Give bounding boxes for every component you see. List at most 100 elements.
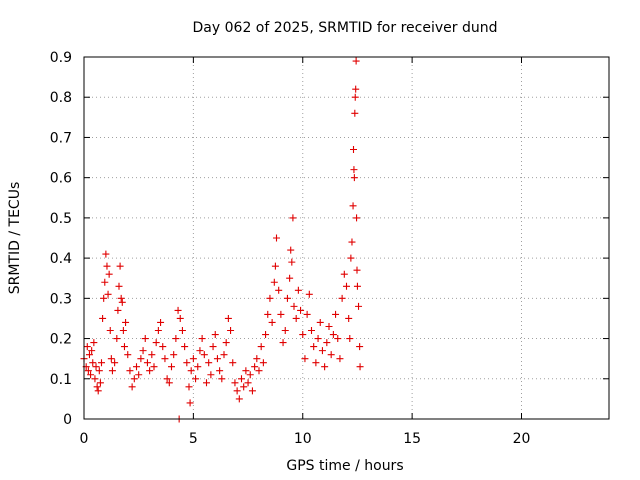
- data-point: [305, 290, 313, 298]
- data-point: [332, 310, 340, 318]
- data-point: [87, 371, 95, 379]
- data-point: [84, 367, 92, 375]
- data-point: [350, 166, 358, 174]
- data-point: [196, 347, 204, 355]
- data-point: [93, 383, 101, 391]
- data-point: [207, 371, 215, 379]
- y-tick-label: 0: [63, 412, 72, 428]
- data-point: [266, 294, 274, 302]
- data-point: [352, 85, 360, 93]
- data-point: [99, 314, 107, 322]
- data-point: [356, 363, 364, 371]
- data-point: [187, 367, 195, 375]
- data-point: [133, 363, 140, 371]
- data-point: [161, 355, 169, 363]
- data-point: [116, 262, 124, 270]
- data-point: [213, 355, 221, 363]
- x-tick-label: 10: [294, 431, 312, 447]
- data-point: [290, 302, 298, 310]
- data-point: [327, 351, 335, 359]
- data-point: [152, 339, 160, 347]
- y-tick-label: 0.4: [50, 251, 72, 267]
- data-point: [343, 282, 350, 290]
- data-point: [114, 306, 122, 314]
- data-point: [143, 359, 151, 367]
- data-point: [321, 363, 329, 371]
- data-point: [292, 314, 300, 322]
- data-point: [262, 331, 270, 339]
- data-point: [183, 359, 191, 367]
- data-points: [80, 57, 364, 423]
- data-point: [257, 343, 265, 351]
- data-point: [91, 375, 99, 383]
- data-point: [218, 375, 226, 383]
- data-point: [135, 371, 143, 379]
- data-point: [141, 335, 149, 343]
- data-point: [340, 270, 348, 278]
- data-point: [192, 375, 200, 383]
- data-point: [174, 306, 182, 314]
- data-point: [347, 254, 355, 262]
- data-point: [353, 282, 361, 290]
- data-point: [329, 331, 337, 339]
- data-point: [325, 322, 333, 330]
- data-point: [349, 202, 357, 210]
- data-point: [316, 318, 324, 326]
- data-point: [350, 174, 358, 182]
- y-tick-label: 0.7: [50, 130, 72, 146]
- data-point: [297, 306, 305, 314]
- data-point: [312, 359, 320, 367]
- data-point: [346, 335, 354, 343]
- data-point: [275, 286, 283, 294]
- data-point: [318, 347, 326, 355]
- data-point: [126, 367, 134, 375]
- data-point: [203, 379, 210, 387]
- data-point: [310, 343, 318, 351]
- data-point: [154, 327, 162, 335]
- data-point: [83, 343, 91, 351]
- data-point: [336, 355, 344, 363]
- data-point: [220, 351, 228, 359]
- data-point: [351, 93, 359, 101]
- data-point: [353, 214, 361, 222]
- data-point: [268, 318, 276, 326]
- data-point: [338, 294, 346, 302]
- data-point: [273, 234, 280, 242]
- data-point: [103, 262, 111, 270]
- data-point: [231, 379, 239, 387]
- data-point: [271, 262, 279, 270]
- data-point: [88, 347, 96, 355]
- data-point: [101, 278, 109, 286]
- axis-ticks: 0 0.1 0.2 0.3 0.4 0.5 0.6 0.7 0.8 0.9 0 5 10 15 20: [50, 50, 609, 447]
- data-point: [259, 359, 267, 367]
- data-point: [348, 238, 356, 246]
- data-point: [264, 310, 272, 318]
- plot-frame: [83, 56, 610, 420]
- y-tick-label: 0.3: [50, 291, 72, 307]
- data-point: [205, 359, 213, 367]
- data-point: [139, 347, 147, 355]
- data-point: [286, 274, 294, 282]
- data-point: [159, 343, 167, 351]
- x-axis-label: GPS time / hours: [286, 458, 403, 474]
- data-point: [255, 367, 263, 375]
- x-tick-label: 15: [403, 431, 421, 447]
- y-tick-label: 0.2: [50, 332, 72, 348]
- data-point: [115, 282, 123, 290]
- data-point: [102, 250, 110, 258]
- data-point: [303, 310, 311, 318]
- data-point: [251, 363, 259, 371]
- data-point: [168, 363, 175, 371]
- data-point: [95, 367, 103, 375]
- data-point: [186, 399, 194, 407]
- data-point: [107, 355, 115, 363]
- data-point: [352, 57, 360, 65]
- data-point: [194, 363, 202, 371]
- data-point: [277, 310, 285, 318]
- x-tick-label: 0: [80, 431, 89, 447]
- data-point: [185, 383, 193, 391]
- y-tick-label: 0.8: [50, 90, 72, 106]
- data-point: [356, 343, 364, 351]
- data-point: [224, 314, 232, 322]
